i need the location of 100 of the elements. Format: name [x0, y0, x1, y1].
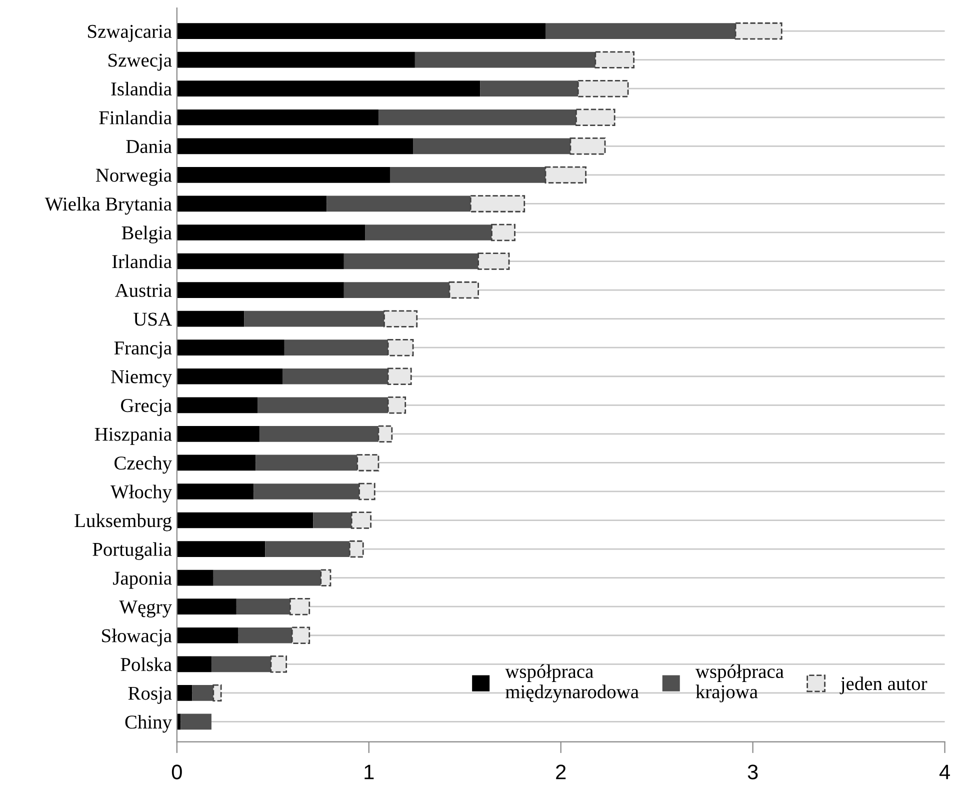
- bar: [176, 397, 258, 414]
- bar: [384, 310, 418, 328]
- x-tick-label: 4: [939, 764, 950, 780]
- bar: [180, 714, 212, 730]
- legend-label: współpraca krajowa: [695, 664, 784, 702]
- bar: [176, 23, 546, 39]
- bar: [390, 167, 546, 183]
- bar: [576, 108, 616, 126]
- bar: [358, 482, 376, 500]
- bar: [176, 541, 266, 557]
- bar: [265, 541, 350, 557]
- y-tick-label: Grecja: [121, 399, 172, 416]
- bar: [544, 166, 586, 184]
- bar: [176, 253, 344, 270]
- x-tick-label: 3: [748, 764, 758, 780]
- bar: [176, 512, 314, 528]
- y-tick-label: Irlandia: [112, 254, 172, 268]
- bar: [176, 656, 212, 672]
- y-tick-label: Niemcy: [111, 370, 172, 388]
- bar: [244, 310, 384, 327]
- x-tick-label: 0: [172, 764, 182, 780]
- legend-label: jeden autor: [840, 676, 928, 694]
- bar: [176, 80, 480, 97]
- bar: [176, 282, 344, 298]
- y-tick-label: Portugalia: [92, 542, 172, 560]
- bar: [413, 138, 570, 154]
- bar: [176, 570, 214, 586]
- bar: [282, 368, 388, 384]
- bar: [344, 253, 478, 270]
- bar: [577, 80, 629, 98]
- legend-label: współpraca międzynarodowa: [505, 664, 639, 702]
- bar: [570, 138, 606, 155]
- y-tick-label: Finlandia: [99, 110, 172, 124]
- bar: [238, 627, 292, 644]
- bar: [387, 396, 406, 414]
- y-tick-label: Norwegia: [96, 168, 172, 186]
- bar: [378, 425, 393, 443]
- bar: [344, 282, 450, 298]
- bar: [291, 626, 310, 644]
- x-tick-label: 1: [364, 764, 374, 780]
- y-tick-label: Luksemburg: [74, 514, 172, 532]
- bar: [254, 484, 360, 500]
- y-tick-label: Austria: [114, 284, 172, 297]
- bar: [176, 340, 284, 356]
- bar: [734, 22, 782, 40]
- bar: [356, 454, 380, 472]
- y-tick-label: Islandia: [111, 82, 172, 96]
- bar: [176, 627, 238, 644]
- bar: [236, 598, 290, 615]
- bar: [212, 684, 222, 702]
- bar: [176, 685, 192, 701]
- y-tick-label: Węgry: [119, 600, 172, 618]
- x-tick-label: 2: [556, 764, 566, 780]
- bar: [176, 310, 244, 327]
- bar: [313, 512, 352, 528]
- bar: [470, 195, 526, 212]
- y-tick-label: Japonia: [113, 572, 172, 589]
- bar: [387, 368, 412, 385]
- bar: [270, 656, 288, 673]
- bar: [480, 80, 578, 97]
- bar: [213, 570, 321, 586]
- bar: [259, 426, 378, 442]
- bar: [176, 598, 236, 615]
- bar: [176, 138, 414, 154]
- bar: [176, 426, 260, 442]
- y-tick-label: Hiszpania: [94, 428, 172, 445]
- bar: [448, 281, 479, 299]
- bar: [320, 569, 332, 586]
- y-tick-label: Czechy: [114, 456, 172, 474]
- y-tick-label: Polska: [120, 657, 172, 672]
- y-tick-label: Szwecja: [108, 54, 172, 71]
- y-tick-label: Dania: [126, 140, 172, 154]
- bar: [284, 340, 388, 356]
- bar: [350, 512, 372, 529]
- bar: [211, 656, 271, 672]
- bar: [378, 109, 576, 126]
- bar: [176, 167, 390, 183]
- bar: [289, 598, 310, 616]
- bar: [594, 51, 634, 68]
- bar: [491, 224, 516, 242]
- bar: [414, 52, 596, 68]
- bar: [348, 540, 364, 558]
- y-tick-label: Chiny: [125, 714, 172, 733]
- bar: [256, 454, 358, 471]
- y-tick-label: Rosja: [128, 686, 172, 704]
- y-tick-label: Belgia: [122, 226, 172, 244]
- y-tick-label: Włochy: [110, 484, 172, 502]
- bar: [176, 224, 366, 240]
- y-tick-label: Wielka Brytania: [44, 196, 172, 215]
- bar: [176, 484, 254, 500]
- bar: [176, 368, 282, 384]
- y-tick-label: Słowacja: [102, 628, 172, 646]
- bar: [387, 338, 414, 356]
- bar: [176, 109, 378, 126]
- bar: [176, 52, 415, 68]
- y-tick-label: Szwajcaria: [88, 24, 172, 42]
- bar: [365, 224, 492, 240]
- bar: [545, 23, 736, 39]
- bar: [326, 196, 471, 212]
- bar: [176, 196, 327, 212]
